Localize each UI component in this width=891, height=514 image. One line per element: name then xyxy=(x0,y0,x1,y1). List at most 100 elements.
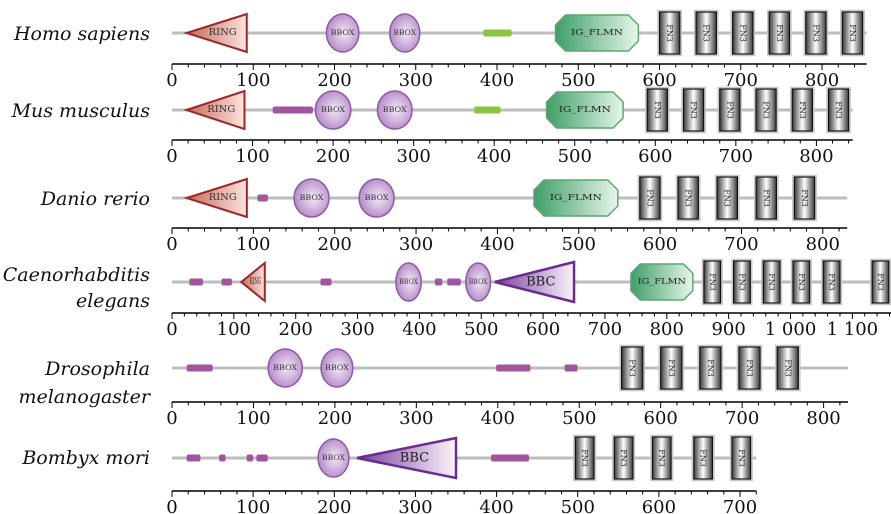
fn3-halo xyxy=(790,258,812,306)
fn3-label: FN3 xyxy=(699,449,708,467)
domain-ig-flmn: IG_FLMN xyxy=(630,263,694,301)
domain-fn3: FN3 xyxy=(637,174,663,222)
fn3-label: FN3 xyxy=(797,273,806,291)
domain-fn3: FN3 xyxy=(714,174,740,222)
axis: 0 100 200 300 400 500 600 700 800 xyxy=(166,227,848,255)
fn3-shape xyxy=(677,176,699,220)
motif-mark xyxy=(320,278,332,286)
fn3-halo xyxy=(717,86,743,134)
fn3-halo xyxy=(736,344,763,392)
fn3-halo xyxy=(729,434,753,482)
domain-label: BBOX xyxy=(383,106,407,114)
domain-label: BBOX xyxy=(325,364,349,372)
axis-tick-label: 400 xyxy=(479,497,513,514)
axis-tick-label: 700 xyxy=(725,408,759,429)
species-label-line: Danio rerio xyxy=(40,188,150,210)
fn3-label: FN3 xyxy=(725,101,734,119)
domain-fn3: FN3 xyxy=(717,86,743,134)
motif-mark xyxy=(447,278,461,286)
axis-tick-label: 300 xyxy=(398,497,432,514)
fn3-label: FN3 xyxy=(667,359,676,377)
domain-fn3: FN3 xyxy=(753,86,779,134)
domain-fn3: FN3 xyxy=(693,9,719,57)
fn3-halo xyxy=(766,9,792,57)
bbox-shape xyxy=(358,178,395,218)
domain-bbox: BBOX xyxy=(376,90,413,130)
axis-tick-label: 500 xyxy=(558,146,592,167)
domain-motif xyxy=(320,278,332,286)
axis-tick-label: 0 xyxy=(166,497,177,514)
species-label: Homo sapiens xyxy=(13,23,150,45)
domain-fn3: FN3 xyxy=(774,344,801,392)
bbox-shape xyxy=(320,348,354,388)
domain-motif xyxy=(490,454,530,462)
fn3-shape xyxy=(613,436,634,480)
domain-fn3: FN3 xyxy=(573,434,597,482)
fn3-halo xyxy=(731,258,753,306)
axis-tick-label: 700 xyxy=(724,70,758,91)
domain-fn3: FN3 xyxy=(691,434,715,482)
domain-motif xyxy=(256,454,268,462)
axis-tick-label: 700 xyxy=(723,497,757,514)
domain-fn3: FN3 xyxy=(697,344,724,392)
axis-tick-label: 800 xyxy=(805,70,839,91)
fn3-label: FN3 xyxy=(811,24,820,42)
axis-tick-label: 400 xyxy=(481,408,515,429)
motif-mark xyxy=(256,454,268,462)
axis-tick-label: 0 xyxy=(166,234,177,255)
fn3-label: FN3 xyxy=(706,359,715,377)
axis-tick-label: 200 xyxy=(317,70,351,91)
axis-tick-label: 700 xyxy=(724,234,758,255)
species-label-line: Caenorhabditis xyxy=(3,264,151,286)
domain-label: BBC xyxy=(400,451,429,466)
domain-fn3: FN3 xyxy=(753,174,779,222)
domain-fn3: FN3 xyxy=(840,9,865,57)
bbox-shape xyxy=(267,348,304,388)
ig-flmn-shape xyxy=(545,91,624,129)
motif-mark xyxy=(186,364,213,372)
axis-tick-label: 800 xyxy=(806,408,840,429)
domain-motif xyxy=(447,278,461,286)
fn3-shape xyxy=(716,176,738,220)
domain-label: RING xyxy=(207,105,235,115)
fn3-label: FN3 xyxy=(708,273,717,291)
fn3-halo xyxy=(803,9,829,57)
fn3-label: FN3 xyxy=(684,189,693,207)
bbc-shape xyxy=(494,260,576,304)
fn3-halo xyxy=(619,344,646,392)
axis-tick-label: 200 xyxy=(318,408,352,429)
bbc-shape xyxy=(356,436,458,480)
fn3-label: FN3 xyxy=(657,449,666,467)
axis-tick-label: 100 xyxy=(236,234,270,255)
species-label: Mus musculus xyxy=(11,100,151,122)
domain-ig-flmn: IG_FLMN xyxy=(554,14,640,52)
domain-fn3: FN3 xyxy=(792,174,817,222)
axis-tick-label: 600 xyxy=(526,319,560,340)
fn3-shape xyxy=(639,176,661,220)
fn3-label: FN3 xyxy=(783,359,792,377)
axis-tick-label: 100 xyxy=(236,408,270,429)
fn3-shape xyxy=(732,11,754,55)
fn3-halo xyxy=(573,434,597,482)
domain-fn3: FN3 xyxy=(766,9,792,57)
fn3-label: FN3 xyxy=(827,273,836,291)
fn3-shape xyxy=(574,436,595,480)
domain-ig-flmn: IG_FLMN xyxy=(545,91,624,129)
axis-tick-label: 600 xyxy=(643,234,677,255)
fn3-shape xyxy=(646,88,668,132)
domain-fn3: FN3 xyxy=(730,9,756,57)
domain-bbox: BBOX xyxy=(317,438,350,478)
domain-label: IG_FLMN xyxy=(559,105,612,115)
bbox-shape xyxy=(314,90,352,130)
domain-fn3: FN3 xyxy=(803,9,829,57)
fn3-halo xyxy=(658,344,685,392)
track-1: Mus musculus RING BBOX BBOX IG_FLMN FN3 FN3 FN3… xyxy=(11,86,853,167)
ring-shape xyxy=(183,177,248,219)
track-2: Danio rerio RING BBOX BBOX IG_FLMN FN3 FN3 FN3 F… xyxy=(40,174,848,255)
motif-mark xyxy=(219,454,226,462)
domain-fn3: FN3 xyxy=(650,434,674,482)
axis-tick-label: 100 xyxy=(235,146,269,167)
domain-fn3: FN3 xyxy=(619,344,646,392)
domain-label: BBOX xyxy=(469,278,488,286)
domain-motif xyxy=(434,278,443,286)
